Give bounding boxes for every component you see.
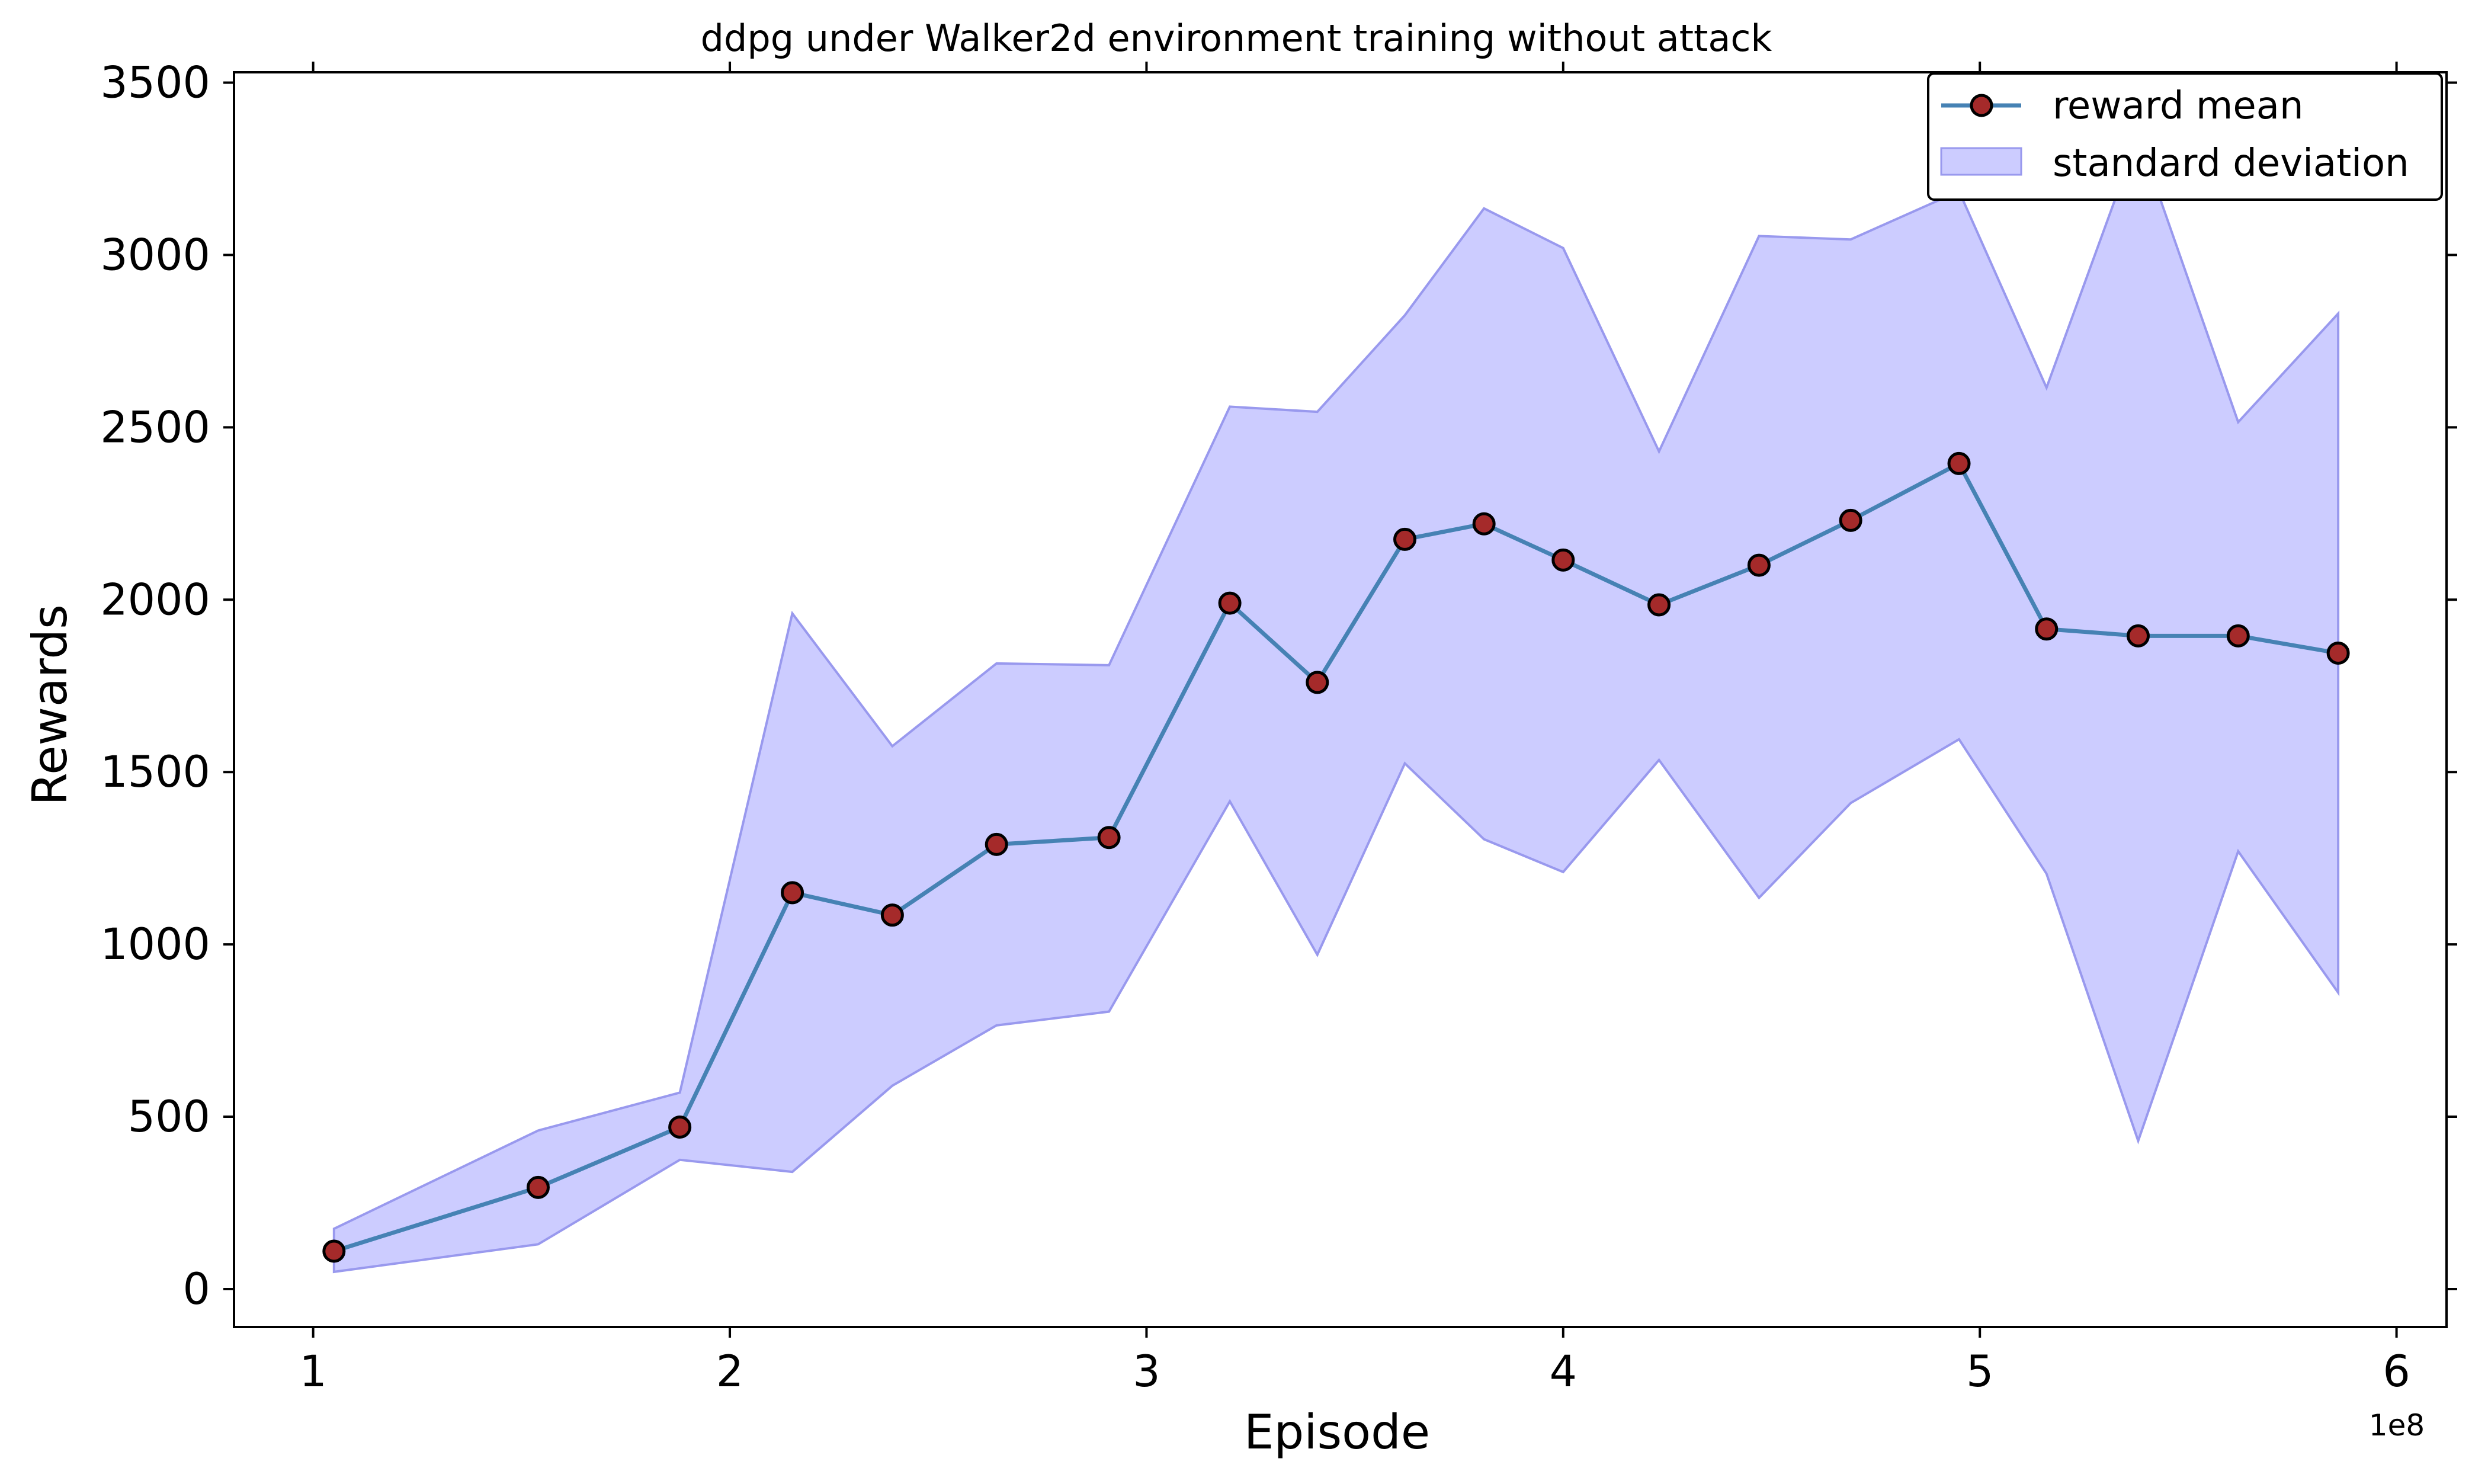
data-point — [985, 832, 1008, 856]
data-point — [322, 1239, 346, 1263]
data-point — [1647, 593, 1671, 617]
data-point — [1472, 512, 1496, 536]
data-point — [1306, 671, 1329, 694]
y-tick-label: 3000 — [100, 230, 210, 280]
legend-box — [1927, 72, 2443, 201]
data-point — [1551, 548, 1575, 572]
data-point — [1947, 451, 1971, 475]
y-tick-label: 2500 — [100, 402, 210, 453]
data-point — [1393, 527, 1417, 551]
x-tick-label: 6 — [2383, 1347, 2410, 1397]
data-point — [1839, 508, 1862, 532]
data-point — [668, 1116, 692, 1139]
data-point — [1747, 553, 1771, 577]
data-point — [1097, 826, 1121, 850]
series-line-reward-mean — [333, 460, 2339, 1254]
legend-band-swatch — [1940, 147, 2022, 176]
data-point — [2126, 624, 2150, 648]
y-tick-label: 500 — [128, 1092, 210, 1142]
data-point — [526, 1175, 550, 1199]
x-tick-label: 5 — [1966, 1347, 1993, 1397]
data-point — [1218, 591, 1242, 615]
x-tick-label: 1 — [299, 1347, 326, 1397]
legend-label-standard-deviation: standard deviation — [2053, 142, 2409, 185]
data-point — [2326, 641, 2350, 665]
plot-frame — [233, 71, 2448, 1328]
data-point — [781, 881, 804, 905]
legend-label-reward-mean: reward mean — [2053, 84, 2304, 128]
y-tick-label: 1500 — [100, 747, 210, 797]
chart-title: ddpg under Walker2d environment training… — [701, 17, 1772, 60]
x-axis-offset-label: 1e8 — [2369, 1408, 2425, 1443]
data-point — [2035, 617, 2059, 641]
data-point — [880, 903, 904, 927]
data-point — [2226, 624, 2250, 648]
x-tick-label: 2 — [716, 1347, 743, 1397]
x-axis-label: Episode — [1244, 1405, 1430, 1460]
y-axis-label: Rewards — [23, 604, 78, 806]
std-band — [332, 132, 2340, 1274]
legend-marker-swatch — [1970, 94, 1993, 117]
y-tick-label: 0 — [183, 1264, 210, 1315]
y-tick-label: 2000 — [100, 575, 210, 625]
y-tick-label: 1000 — [100, 919, 210, 970]
x-tick-label: 3 — [1133, 1347, 1160, 1397]
x-tick-label: 4 — [1550, 1347, 1577, 1397]
legend: reward mean standard deviation — [1927, 72, 2443, 201]
y-tick-label: 3500 — [100, 57, 210, 108]
